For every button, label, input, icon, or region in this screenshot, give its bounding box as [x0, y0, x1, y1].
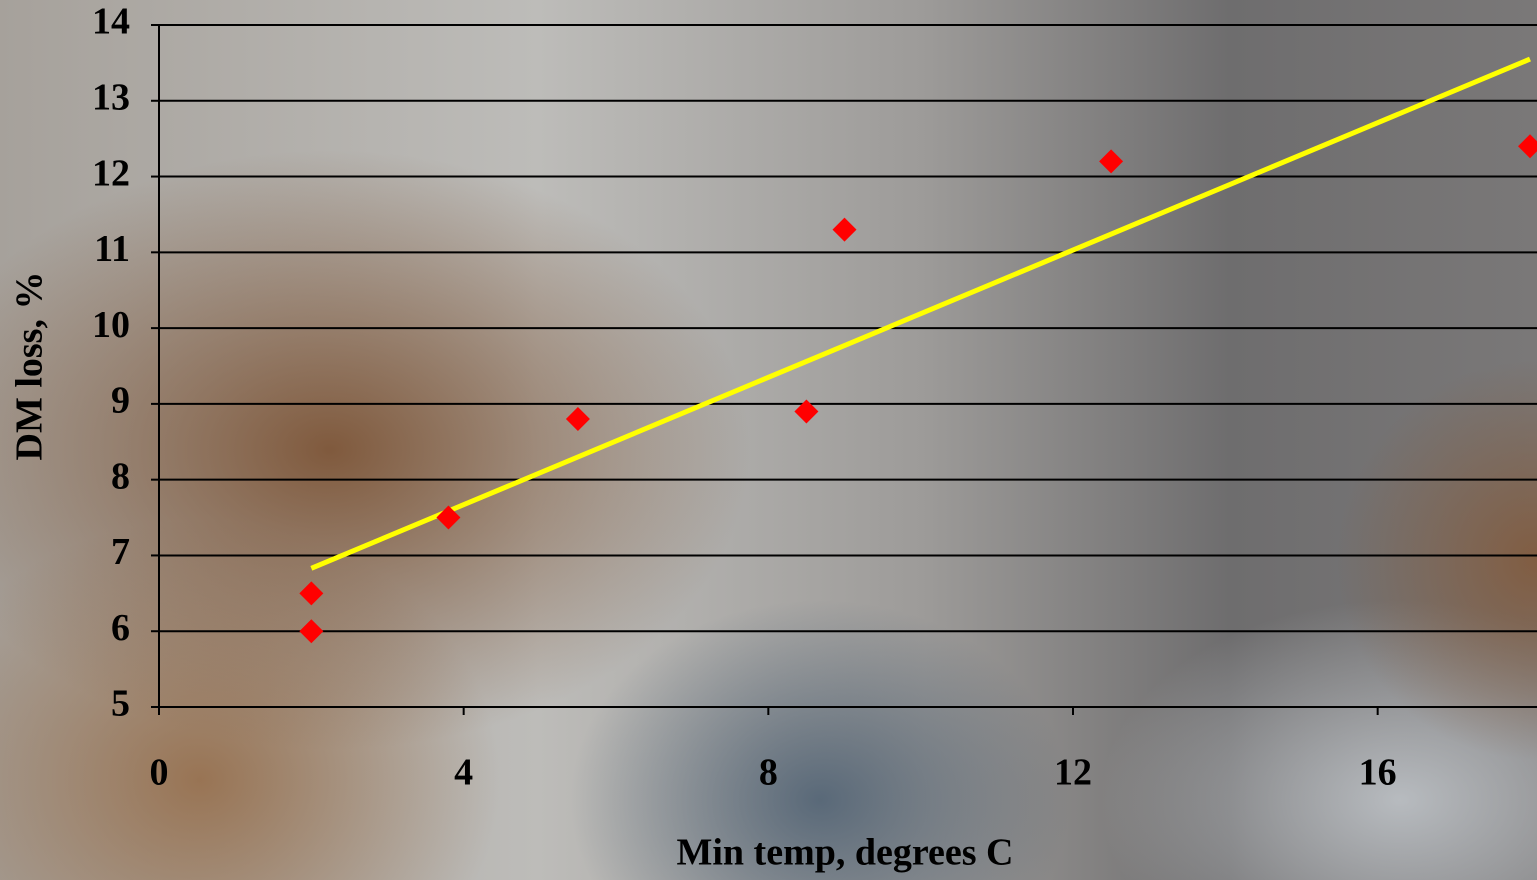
y-tick-label: 12 [92, 152, 130, 194]
data-point [299, 581, 324, 606]
y-tick-label: 9 [111, 380, 130, 422]
data-point [832, 217, 857, 242]
x-tick-label: 4 [454, 752, 473, 794]
y-tick-label: 5 [111, 683, 130, 725]
y-tick-label: 11 [94, 228, 130, 270]
x-tick-label: 16 [1359, 752, 1397, 794]
x-axis-title: Min temp, degrees C [676, 832, 1013, 874]
data-point [794, 399, 819, 424]
data-point [1518, 134, 1537, 159]
y-axis-title: DM loss, % [9, 272, 51, 461]
y-tick-label: 13 [92, 76, 130, 118]
y-tick-label: 7 [111, 531, 130, 573]
y-tick-label: 8 [111, 455, 130, 497]
x-tick-label: 0 [150, 752, 169, 794]
y-tick-label: 6 [111, 607, 130, 649]
y-tick-label: 14 [92, 1, 130, 43]
x-tick-label: 12 [1054, 752, 1092, 794]
data-point [299, 619, 324, 644]
y-tick-label: 10 [92, 304, 130, 346]
data-point [565, 407, 590, 432]
x-tick-label: 8 [759, 752, 778, 794]
trend-line [310, 56, 1531, 571]
data-point [1099, 149, 1124, 174]
data-point [436, 505, 461, 530]
